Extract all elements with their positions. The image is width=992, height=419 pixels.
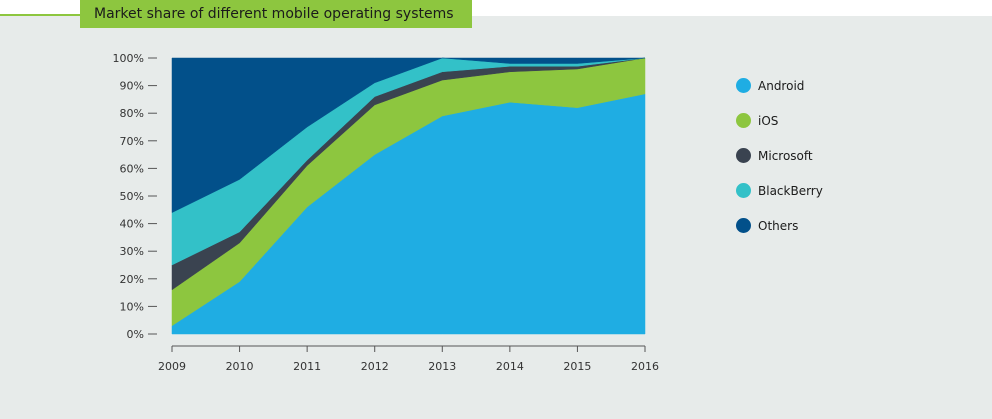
y-tick-label: 30%: [120, 245, 144, 258]
legend-label: iOS: [758, 113, 779, 128]
y-tick-label: 70%: [120, 135, 144, 148]
legend-swatch: [736, 78, 751, 93]
chart-legend: Android iOS Microsoft BlackBerry Others: [736, 68, 823, 243]
legend-item-blackberry: BlackBerry: [736, 173, 823, 208]
y-tick-label: 10%: [120, 300, 144, 313]
y-tick-label: 20%: [120, 273, 144, 286]
legend-swatch: [736, 218, 751, 233]
legend-item-android: Android: [736, 68, 823, 103]
y-tick-label: 50%: [120, 190, 144, 203]
legend-swatch: [736, 113, 751, 128]
legend-label: Others: [758, 218, 799, 233]
chart-title: Market share of different mobile operati…: [80, 0, 472, 28]
legend-item-others: Others: [736, 208, 823, 243]
y-tick-label: 90%: [120, 80, 144, 93]
legend-swatch: [736, 148, 751, 163]
y-tick-label: 100%: [113, 52, 144, 65]
y-tick-label: 40%: [120, 218, 144, 231]
legend-swatch: [736, 183, 751, 198]
legend-label: Android: [758, 78, 805, 93]
y-tick-label: 60%: [120, 162, 144, 175]
legend-label: BlackBerry: [758, 183, 823, 198]
x-tick-label: 2009: [158, 360, 186, 373]
x-tick-label: 2016: [631, 360, 659, 373]
x-tick-label: 2010: [226, 360, 254, 373]
x-tick-label: 2014: [496, 360, 524, 373]
y-tick-label: 0%: [127, 328, 144, 341]
series-area-others: [171, 57, 646, 214]
title-rule: [0, 14, 80, 16]
legend-label: Microsoft: [758, 148, 813, 163]
legend-item-microsoft: Microsoft: [736, 138, 823, 173]
x-tick-label: 2015: [563, 360, 591, 373]
x-tick-label: 2013: [428, 360, 456, 373]
y-tick-label: 80%: [120, 107, 144, 120]
x-tick-label: 2011: [293, 360, 321, 373]
legend-item-ios: iOS: [736, 103, 823, 138]
x-tick-label: 2012: [361, 360, 389, 373]
